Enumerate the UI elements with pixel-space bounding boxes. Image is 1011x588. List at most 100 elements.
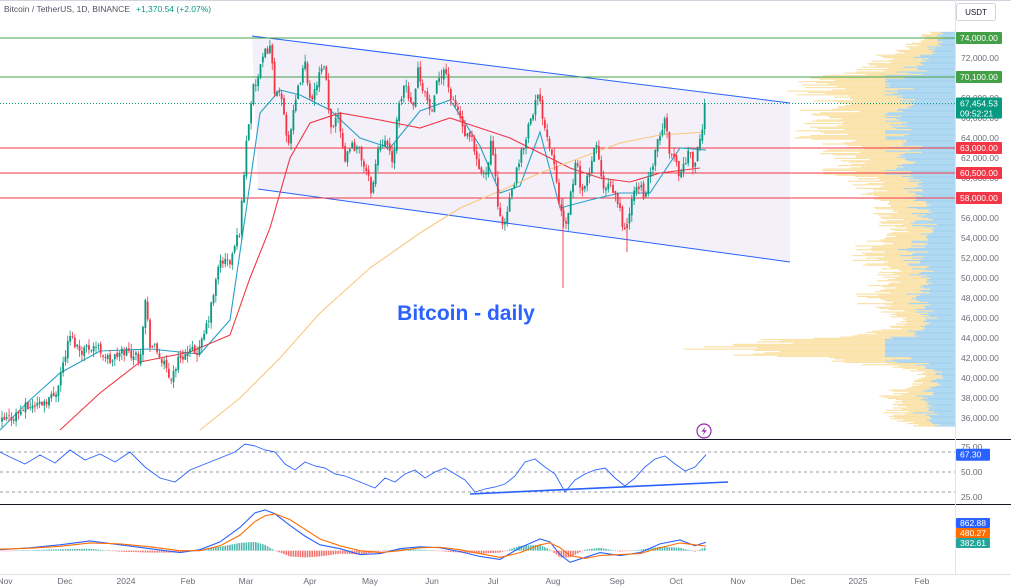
volume-profile-bar	[934, 49, 955, 51]
rsi-trendline[interactable]	[469, 481, 729, 495]
volume-profile-bar	[893, 273, 919, 275]
volume-profile-bar	[899, 119, 955, 121]
volume-profile-bar	[921, 41, 943, 43]
macd-value-tag[interactable]: 862.88	[956, 518, 990, 528]
volume-profile-bar	[883, 57, 914, 59]
candle-body	[339, 113, 342, 132]
volume-profile-bar	[919, 289, 955, 291]
candle-body	[602, 175, 605, 189]
rsi-tick-label: 25.00	[961, 492, 983, 502]
level-price-tag[interactable]: 60,500.00	[956, 167, 1002, 179]
volume-profile-bar	[930, 228, 955, 230]
level-price-tag[interactable]: 63,000.00	[956, 142, 1002, 154]
candle-body	[374, 163, 377, 185]
lightning-icon[interactable]	[696, 423, 712, 439]
volume-profile-bar	[906, 43, 937, 45]
level-tag-bg	[956, 71, 1002, 83]
macd-histogram-bar	[576, 550, 579, 554]
volume-profile-bar	[921, 216, 955, 218]
macd-histogram-bar	[478, 550, 480, 554]
macd-histogram-bar	[15, 550, 17, 552]
volume-profile-bar	[888, 261, 920, 263]
candle-body	[565, 221, 567, 224]
channel-lower-line[interactable]	[257, 188, 791, 263]
level-price-tag[interactable]: 74,000.00	[956, 32, 1002, 44]
level-tag-label: 58,000.00	[960, 193, 998, 203]
macd-histogram-bar	[633, 550, 635, 551]
volume-profile-bar	[904, 324, 926, 326]
time-axis[interactable]: Nov Dec 2024 Feb Mar Apr May Jun Jul Aug Sep Oct Nov…	[0, 576, 930, 586]
macd-histogram-bar	[386, 550, 389, 552]
symbol-header[interactable]: Bitcoin / TetherUS, 1D, BINANCE +1,370.5…	[4, 4, 211, 14]
candle-body	[224, 258, 227, 265]
volume-profile-bar	[887, 265, 929, 267]
price-tick-label: 42,000.00	[961, 353, 999, 363]
candle-body	[276, 91, 278, 96]
channel-upper-line[interactable]	[251, 35, 791, 104]
macd-histogram-bar	[358, 550, 360, 555]
macd-histogram-bar	[537, 544, 539, 551]
candle-body	[407, 86, 410, 99]
volume-profile-bar	[927, 243, 955, 245]
macd-value-tag[interactable]: 480.27	[956, 528, 990, 538]
currency-button[interactable]: USDT	[956, 3, 996, 21]
macd-histogram-bar	[694, 550, 697, 552]
rsi-tick-label: 50.00	[961, 467, 983, 477]
price-axis[interactable]: 36,000.00 38,000.00 40,000.00 42,000.00 44,0…	[956, 32, 1002, 423]
macd-histogram-bar	[20, 550, 22, 551]
volume-profile-bar	[919, 261, 955, 263]
volume-profile-bar	[894, 401, 929, 403]
volume-profile-bar	[861, 66, 904, 68]
volume-profile-bar	[929, 288, 955, 290]
volume-profile-bar	[885, 340, 955, 342]
price-tick-label: 36,000.00	[961, 413, 999, 423]
volume-profile-bar	[941, 45, 955, 47]
time-tick-label: Jul	[488, 576, 499, 586]
macd-value-tag[interactable]: 382.61	[956, 538, 990, 548]
volume-profile-bar	[915, 333, 955, 335]
candle-body	[529, 118, 532, 124]
macd-histogram-bar	[121, 550, 123, 552]
rsi-value-tag[interactable]: 67.30	[956, 448, 990, 461]
volume-profile-bar	[916, 395, 955, 397]
macd-histogram-bar	[349, 550, 351, 555]
volume-profile-bar	[902, 144, 955, 146]
volume-profile-bar	[913, 162, 955, 164]
volume-profile-bar	[886, 220, 916, 222]
volume-profile-bar	[874, 195, 922, 197]
volume-profile-bar	[863, 264, 909, 266]
candle-body	[410, 97, 412, 103]
level-price-tag[interactable]: 58,000.00	[956, 192, 1002, 204]
symbol-title[interactable]: Bitcoin / TetherUS, 1D, BINANCE	[4, 4, 130, 14]
candle-body	[478, 159, 480, 170]
macd-histogram-bar	[50, 549, 53, 551]
level-price-tag[interactable]: 70,100.00	[956, 71, 1002, 83]
volume-profile-bar	[880, 179, 920, 181]
volume-profile-bar	[878, 294, 921, 296]
macd-histogram-bar	[598, 547, 600, 551]
volume-profile-bar	[856, 249, 898, 251]
volume-profile-bar	[903, 135, 955, 137]
volume-profile-bar	[934, 425, 955, 427]
volume-profile-bar	[703, 346, 885, 348]
volume-profile-bar	[915, 297, 955, 299]
volume-profile-bar	[926, 70, 955, 72]
volume-profile-bar	[896, 127, 955, 129]
volume-profile-bar	[917, 65, 955, 67]
moving-average-line	[199, 131, 707, 431]
candle-body	[193, 345, 196, 354]
macd-histogram-bar	[88, 548, 90, 551]
macd-histogram-bar	[438, 550, 440, 552]
volume-profile-bar	[909, 48, 929, 50]
macd-histogram-bar	[586, 549, 588, 551]
volume-profile-bar	[821, 143, 905, 145]
volume-profile-bar	[918, 273, 955, 275]
macd-histogram-bar	[701, 548, 704, 551]
volume-profile-bar	[902, 163, 955, 165]
macd-histogram-bar	[78, 548, 81, 551]
